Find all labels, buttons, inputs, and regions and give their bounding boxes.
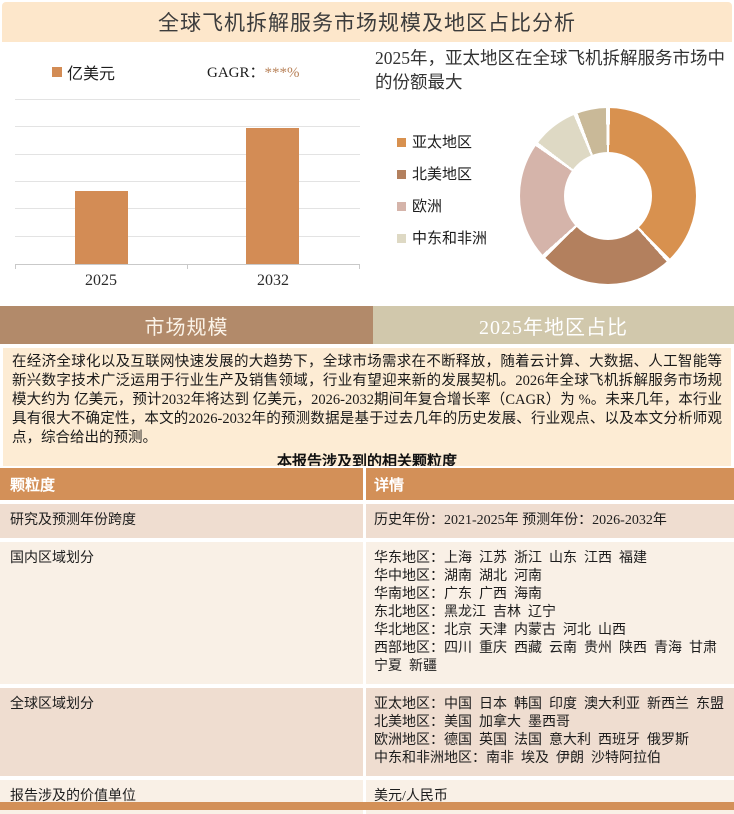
pie-legend-item: 欧洲 [397, 198, 515, 217]
legend-swatch-icon [52, 67, 62, 77]
row-detail-line: 华北地区：北京 天津 内蒙古 河北 山西 [374, 623, 626, 638]
pie-legend-item: 亚太地区 [397, 134, 515, 153]
pie-legend-label: 亚太地区 [412, 135, 473, 151]
gridline [15, 154, 360, 155]
donut-hole [564, 152, 652, 240]
x-axis-tick [15, 264, 16, 269]
table-body: 研究及预测年份跨度 历史年份：2021-2025年 预测年份：2026-2032年… [0, 504, 734, 814]
gridline [15, 126, 360, 127]
cagr-masked-value: ***% [264, 65, 300, 81]
gridline [15, 208, 360, 209]
bar-chart-legend: 亿美元 [52, 60, 115, 84]
summary-panel: 在经济全球化以及互联网快速发展的大趋势下，全球市场需求在不断释放，随着云计算、大… [3, 348, 731, 466]
legend-swatch-icon [397, 170, 406, 179]
gridline [15, 236, 360, 237]
row-detail-line: 西部地区：四川 重庆 西藏 云南 贵州 陕西 青海 甘肃 宁夏 新疆 [374, 641, 721, 674]
granularity-table: 颗粒度 详情 研究及预测年份跨度 历史年份：2021-2025年 预测年份：202… [0, 468, 734, 814]
cagr-annotation: GAGR：***% [207, 61, 300, 82]
section-tabs: 市场规模 2025年地区占比 [0, 306, 734, 344]
row-label: 报告涉及的价值单位 [0, 780, 366, 814]
row-label: 国内区域划分 [0, 542, 366, 684]
x-axis-tick [359, 264, 360, 269]
donut-chart-title: 2025年，亚太地区在全球飞机拆解服务市场中的份额最大 [375, 48, 725, 92]
row-detail-line: 华东地区：上海 江苏 浙江 山东 江西 福建 [374, 551, 647, 566]
tab-market-size[interactable]: 市场规模 [0, 306, 373, 344]
granularity-table-title: 本报告涉及到的相关颗粒度 [276, 454, 457, 466]
gridline [15, 181, 360, 182]
legend-swatch-icon [397, 234, 406, 243]
page-title: 全球飞机拆解服务市场规模及地区占比分析 [158, 11, 576, 35]
pie-legend-label: 中东和非洲 [412, 231, 488, 247]
gridline [15, 99, 360, 100]
pie-legend-item: 中东和非洲 [397, 230, 515, 249]
legend-swatch-icon [397, 138, 406, 147]
row-label: 研究及预测年份跨度 [0, 504, 366, 538]
summary-text: 在经济全球化以及互联网快速发展的大趋势下，全球市场需求在不断释放，随着云计算、大… [12, 354, 722, 446]
pie-legend: 亚太地区北美地区欧洲中东和非洲 [397, 134, 515, 249]
row-detail: 华东地区：上海 江苏 浙江 山东 江西 福建 华中地区：湖南 湖北 河南 华南地区：… [366, 542, 734, 684]
row-detail-line: 华中地区：湖南 湖北 河南 [374, 569, 542, 584]
row-detail-line: 历史年份：2021-2025年 预测年份：2026-2032年 [374, 513, 667, 528]
table-row: 国内区域划分 华东地区：上海 江苏 浙江 山东 江西 福建 华中地区：湖南 湖北 河… [0, 542, 734, 684]
cagr-label: GAGR： [207, 65, 265, 81]
donut-chart-panel: 2025年，亚太地区在全球飞机拆解服务市场中的份额最大 亚太地区北美地区欧洲中东… [370, 42, 734, 306]
pie-legend-label: 欧洲 [412, 199, 443, 215]
row-detail-line: 亚太地区：中国 日本 韩国 印度 澳大利亚 新西兰 东盟 [374, 697, 724, 712]
row-detail-line: 华南地区：广东 广西 海南 [374, 587, 542, 602]
table-header-row: 颗粒度 详情 [0, 468, 734, 500]
bar-2032 [246, 128, 299, 264]
row-detail-line: 美元/人民币 [374, 789, 448, 804]
table-row: 研究及预测年份跨度 历史年份：2021-2025年 预测年份：2026-2032年 [0, 504, 734, 538]
tab-region-share[interactable]: 2025年地区占比 [373, 306, 734, 344]
table-row: 全球区域划分 亚太地区：中国 日本 韩国 印度 澳大利亚 新西兰 东盟 北美地区：美… [0, 688, 734, 776]
bar-legend-label: 亿美元 [67, 66, 116, 83]
donut-chart [520, 108, 696, 284]
x-tick-label-2025: 2025 [85, 272, 117, 289]
row-detail: 历史年份：2021-2025年 预测年份：2026-2032年 [366, 504, 734, 538]
x-axis-tick [187, 264, 188, 269]
bar-2025 [75, 191, 128, 264]
pie-legend-label: 北美地区 [412, 167, 473, 183]
row-detail-line: 欧洲地区：德国 英国 法国 意大利 西班牙 俄罗斯 [374, 733, 689, 748]
row-detail: 亚太地区：中国 日本 韩国 印度 澳大利亚 新西兰 东盟 北美地区：美国 加拿大 … [366, 688, 734, 776]
row-label: 全球区域划分 [0, 688, 366, 776]
table-header-granularity: 颗粒度 [0, 468, 366, 500]
page-header: 全球飞机拆解服务市场规模及地区占比分析 [2, 2, 732, 42]
row-detail-line: 北美地区：美国 加拿大 墨西哥 [374, 715, 570, 730]
legend-swatch-icon [397, 202, 406, 211]
pie-legend-item: 北美地区 [397, 166, 515, 185]
row-detail: 美元/人民币 [366, 780, 734, 814]
bar-chart-panel: 亿美元 GAGR：***% 2025 2032 [0, 42, 370, 306]
row-detail-line: 中东和非洲地区：南非 埃及 伊朗 沙特阿拉伯 [374, 751, 661, 766]
bar-plot-area [15, 99, 360, 269]
x-tick-label-2032: 2032 [257, 272, 289, 289]
table-header-detail: 详情 [374, 477, 405, 494]
row-detail-line: 东北地区：黑龙江 吉林 辽宁 [374, 605, 556, 620]
footer-accent-bar [0, 802, 734, 810]
